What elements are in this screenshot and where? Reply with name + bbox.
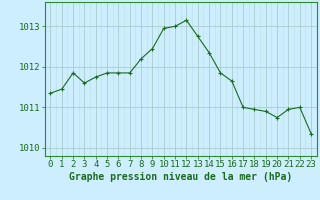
X-axis label: Graphe pression niveau de la mer (hPa): Graphe pression niveau de la mer (hPa) xyxy=(69,172,292,182)
